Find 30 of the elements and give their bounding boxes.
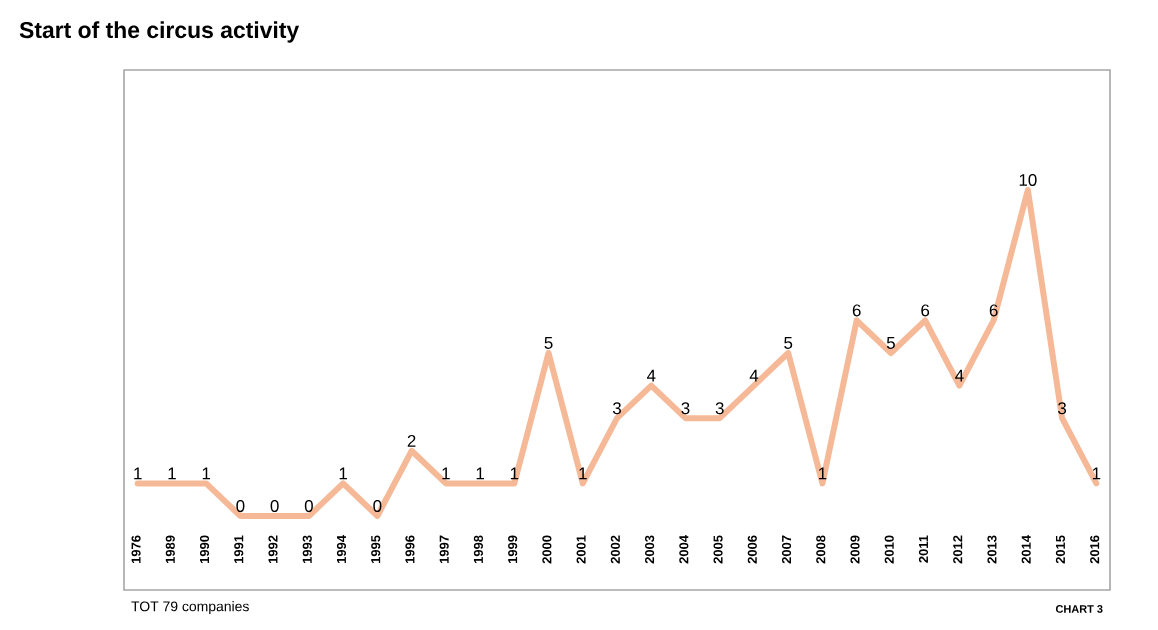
data-label: 10 [1019, 174, 1037, 186]
data-label: 1 [168, 467, 176, 480]
data-label: 3 [612, 402, 621, 415]
data-label: 1 [339, 467, 348, 480]
data-label: 1 [1092, 467, 1101, 480]
data-label: 1 [202, 467, 211, 480]
data-label: 0 [373, 500, 382, 512]
data-label: 0 [236, 500, 245, 512]
data-label: 4 [646, 369, 656, 382]
data-label: 6 [989, 304, 998, 317]
data-label: 1 [819, 467, 827, 480]
data-label: 4 [749, 369, 759, 382]
data-label: 0 [270, 500, 279, 512]
data-label: 3 [1058, 402, 1067, 415]
data-label: 1 [510, 467, 519, 480]
data-label: 3 [681, 402, 690, 415]
data-label: 1 [476, 467, 484, 480]
data-label: 2 [407, 434, 416, 447]
data-label: 1 [442, 467, 450, 480]
data-label: 6 [852, 304, 861, 317]
data-label: 3 [715, 402, 724, 415]
data-label: 4 [955, 369, 964, 382]
data-label: 5 [886, 337, 895, 349]
data-label: 6 [921, 304, 930, 317]
data-label: 0 [304, 500, 313, 512]
chart-title: Start of the circus activity [19, 21, 300, 43]
data-label: 5 [784, 337, 793, 349]
data-label: 1 [134, 467, 142, 480]
data-label: 1 [579, 467, 587, 480]
data-label: 5 [544, 337, 553, 349]
